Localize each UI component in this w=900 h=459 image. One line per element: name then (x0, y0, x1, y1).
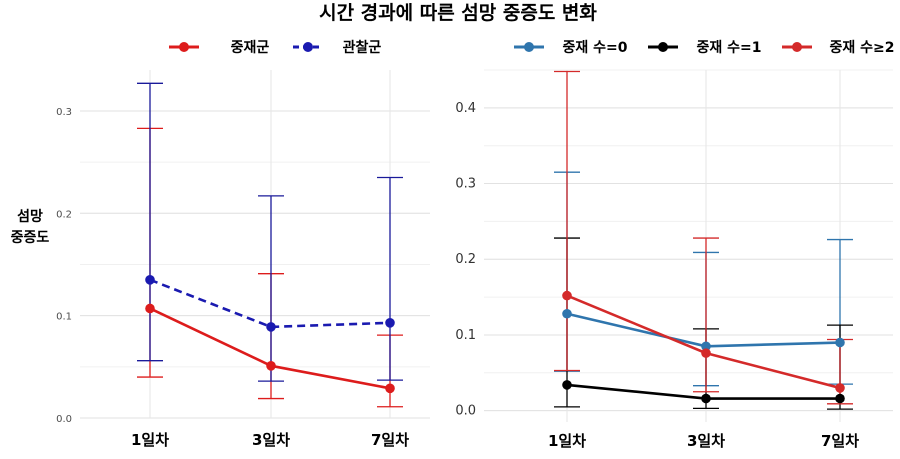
data-point (266, 322, 276, 332)
data-point (562, 308, 572, 319)
legend: 중재군 관찰군 (169, 39, 381, 56)
legend-swatch-point (303, 42, 313, 52)
errorbars-중재 수=1 (554, 237, 853, 410)
y-tick-label: 0.3 (455, 177, 476, 192)
x-tick-label: 1일차 (131, 431, 169, 449)
data-point (266, 361, 276, 371)
gridlines (484, 69, 893, 422)
data-point (701, 348, 711, 358)
legend-label: 관찰군 (343, 39, 382, 56)
y-axis-label: 중증도 (11, 230, 50, 246)
legend: 중재 수=0 중재 수=1 중재 수≥2 (514, 40, 895, 56)
data-point (562, 380, 572, 390)
data-point (145, 275, 155, 285)
gridlines (80, 70, 430, 419)
data-point (835, 393, 845, 404)
x-tick-label: 3일차 (252, 431, 290, 449)
y-tick-label: 0.0 (56, 414, 72, 425)
y-tick-label: 0.3 (56, 107, 72, 118)
legend-swatch-point (524, 42, 534, 52)
errorbars-중재 수≥2 (554, 70, 853, 405)
legend-swatch-point (179, 42, 189, 52)
data-point (385, 383, 395, 394)
legend-swatch-point (792, 42, 802, 52)
y-tick-label: 0.1 (455, 328, 476, 343)
figure-title: 시간 경과에 따른 섬망 중증도 변화 (319, 2, 597, 24)
x-tick-label: 7일차 (371, 431, 409, 449)
legend-swatch-point (658, 42, 668, 52)
legend-label: 중재 수=0 (563, 40, 628, 56)
legend-label: 중재 수≥2 (830, 40, 895, 56)
series-line-중재군 (149, 307, 391, 390)
data-point (701, 341, 711, 352)
legend-label: 중재군 (231, 40, 270, 56)
data-point (145, 303, 155, 314)
data-point (562, 290, 572, 301)
data-point (701, 393, 711, 404)
series-line-중재 수=0 (566, 312, 841, 348)
y-tick-label: 0.0 (455, 404, 476, 419)
series-line-관찰군 (149, 278, 391, 329)
y-tick-label: 0.2 (455, 252, 476, 267)
data-point (835, 337, 845, 348)
errorbars-관찰군 (137, 82, 403, 382)
y-tick-label: 0.1 (56, 312, 72, 323)
y-tick-label: 0.2 (56, 209, 72, 220)
x-tick-label: 1일차 (548, 432, 586, 450)
y-axis-label: 섬망 (17, 208, 43, 225)
legend-label: 중재 수=1 (697, 40, 762, 56)
x-tick-label: 3일차 (687, 432, 725, 450)
data-point (385, 318, 395, 328)
series-line-중재 수≥2 (566, 294, 841, 390)
y-tick-label: 0.4 (455, 101, 476, 116)
data-point (835, 383, 845, 393)
x-tick-label: 7일차 (821, 432, 859, 450)
